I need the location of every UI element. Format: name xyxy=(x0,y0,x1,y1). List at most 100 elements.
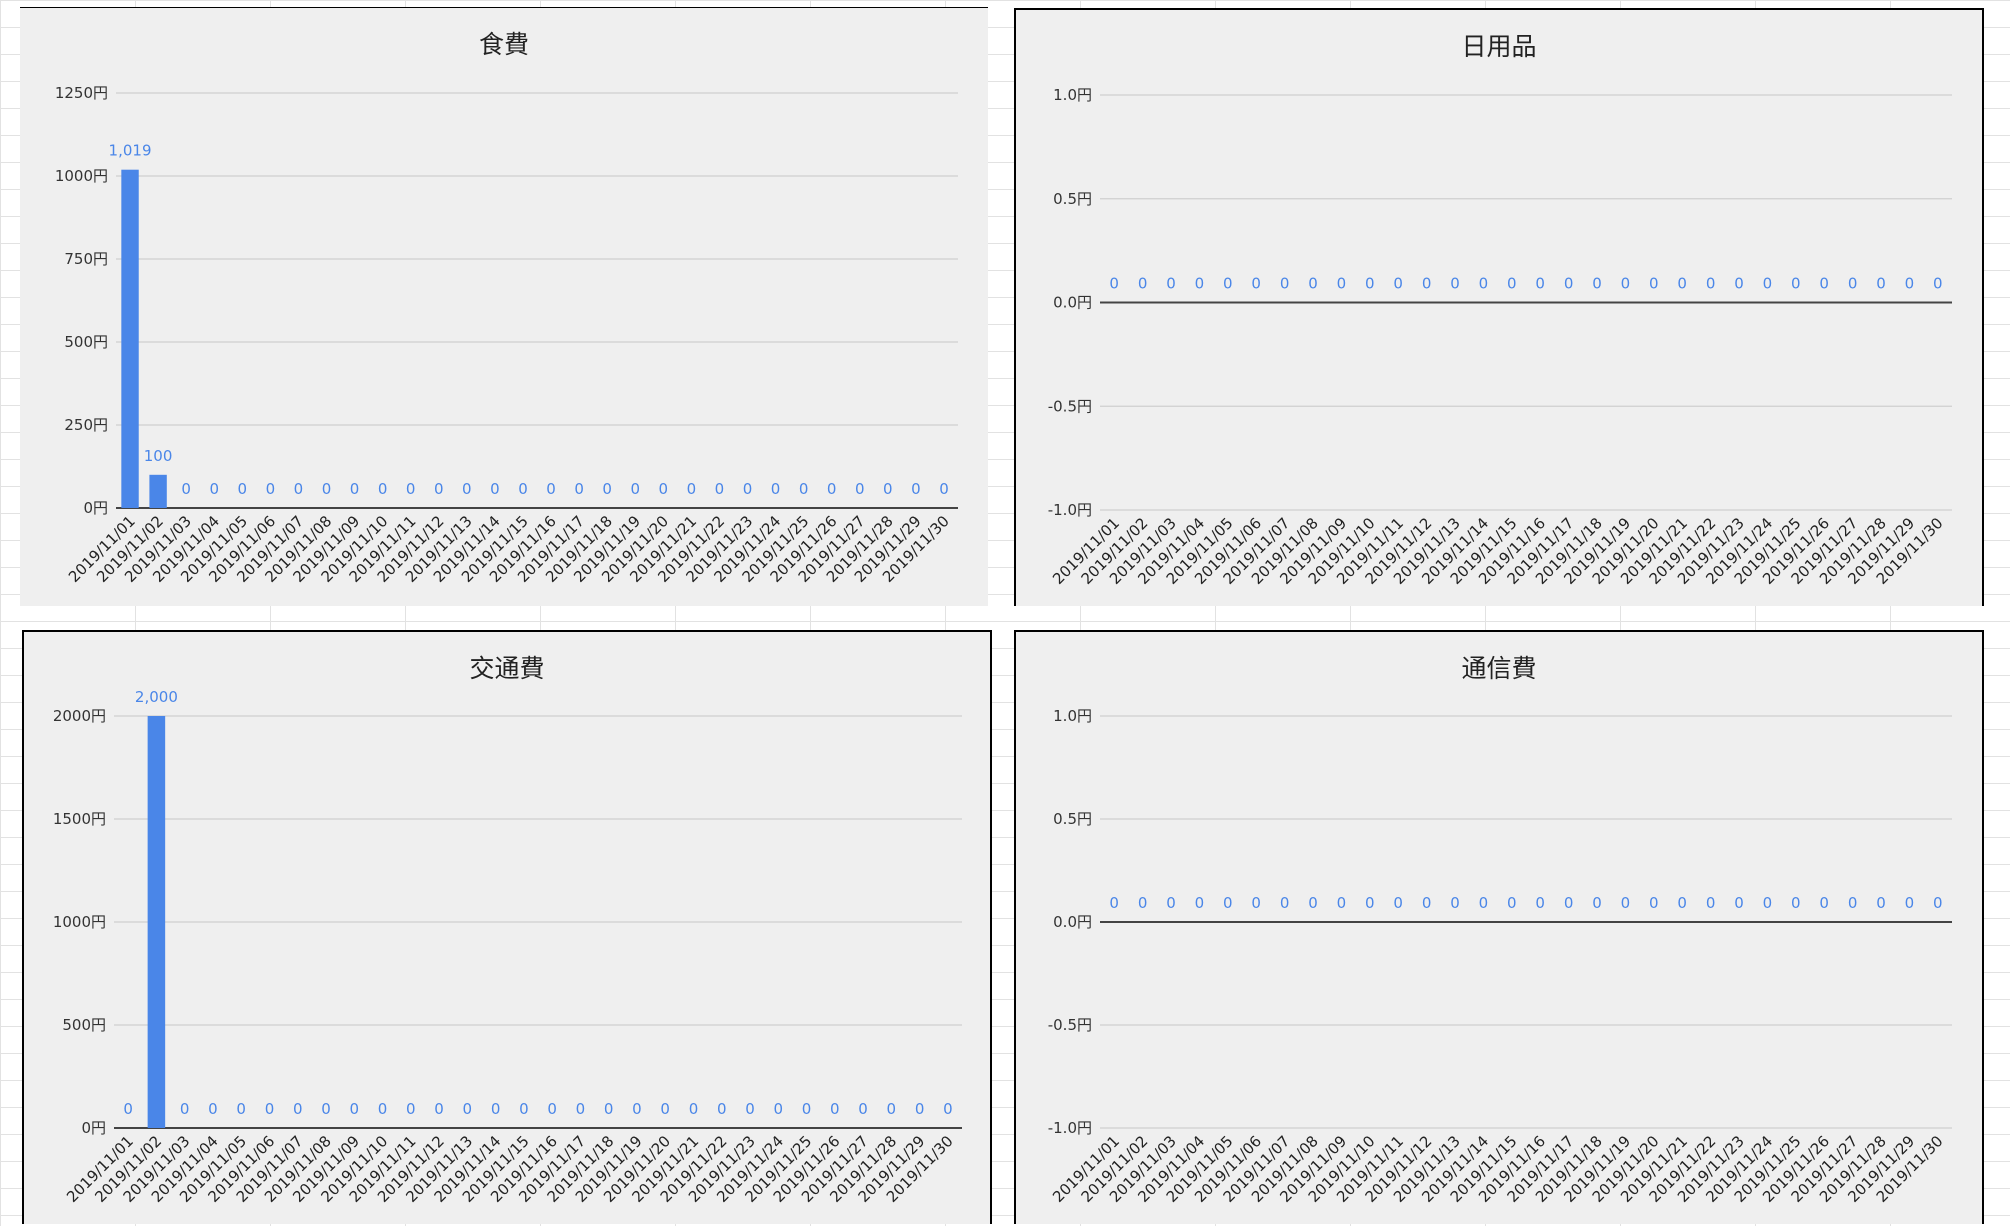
telecom-data-label: 0 xyxy=(1138,894,1148,912)
food-data-label: 0 xyxy=(827,480,837,498)
transport-data-label: 0 xyxy=(293,1100,303,1118)
daily-data-label: 0 xyxy=(1819,275,1829,293)
daily-data-label: 0 xyxy=(1677,275,1687,293)
telecom-data-label: 0 xyxy=(1848,894,1858,912)
transport-data-label: 0 xyxy=(547,1100,557,1118)
telecom-y-tick-label: 1.0円 xyxy=(1053,707,1092,725)
food-y-tick-label: 1000円 xyxy=(55,167,108,185)
food-y-tick-label: 750円 xyxy=(64,250,108,268)
transport-data-label: 0 xyxy=(349,1100,359,1118)
transport-data-label: 0 xyxy=(660,1100,670,1118)
telecom-data-label: 0 xyxy=(1166,894,1176,912)
food-data-label: 0 xyxy=(490,480,500,498)
food-data-label: 0 xyxy=(350,480,360,498)
food-data-label: 0 xyxy=(518,480,528,498)
food-data-label: 0 xyxy=(546,480,556,498)
transport-data-label: 2,000 xyxy=(135,688,178,706)
food-data-label: 0 xyxy=(630,480,640,498)
food-data-label: 100 xyxy=(144,447,173,465)
transport-data-label: 0 xyxy=(321,1100,331,1118)
transport-data-label: 0 xyxy=(943,1100,953,1118)
transport-y-tick-label: 1500円 xyxy=(53,810,106,828)
telecom-data-label: 0 xyxy=(1621,894,1631,912)
food-data-label: 0 xyxy=(602,480,612,498)
food-data-label: 0 xyxy=(181,480,191,498)
transport-data-label: 0 xyxy=(406,1100,416,1118)
telecom-data-label: 0 xyxy=(1933,894,1943,912)
transport-data-label: 0 xyxy=(689,1100,699,1118)
transport-chart: 交通費0円500円1000円1500円2000円02019/11/012,000… xyxy=(53,654,962,1206)
telecom-data-label: 0 xyxy=(1649,894,1659,912)
transport-data-label: 0 xyxy=(858,1100,868,1118)
food-y-tick-label: 500円 xyxy=(64,333,108,351)
daily-data-label: 0 xyxy=(1337,275,1347,293)
transport-bar xyxy=(147,716,166,1128)
food-data-label: 0 xyxy=(434,480,444,498)
daily-data-label: 0 xyxy=(1592,275,1602,293)
daily-data-label: 0 xyxy=(1393,275,1403,293)
daily-y-tick-label: 0.0円 xyxy=(1053,294,1092,312)
daily-y-tick-label: 1.0円 xyxy=(1053,86,1092,104)
telecom-y-tick-label: -0.5円 xyxy=(1048,1016,1092,1034)
food-chart-title: 食費 xyxy=(479,30,529,59)
telecom-data-label: 0 xyxy=(1223,894,1233,912)
telecom-data-label: 0 xyxy=(1535,894,1545,912)
transport-data-label: 0 xyxy=(236,1100,246,1118)
telecom-y-tick-label: 0.0円 xyxy=(1053,913,1092,931)
food-y-tick-label: 0円 xyxy=(83,499,108,517)
transport-data-label: 0 xyxy=(717,1100,727,1118)
telecom-data-label: 0 xyxy=(1876,894,1886,912)
daily-data-label: 0 xyxy=(1422,275,1432,293)
telecom-data-label: 0 xyxy=(1734,894,1744,912)
daily-data-label: 0 xyxy=(1564,275,1574,293)
daily-data-label: 0 xyxy=(1706,275,1716,293)
daily-data-label: 0 xyxy=(1621,275,1631,293)
transport-y-tick-label: 2000円 xyxy=(53,707,106,725)
telecom-data-label: 0 xyxy=(1195,894,1205,912)
telecom-data-label: 0 xyxy=(1763,894,1773,912)
transport-data-label: 0 xyxy=(915,1100,925,1118)
daily-data-label: 0 xyxy=(1251,275,1261,293)
daily-data-label: 0 xyxy=(1365,275,1375,293)
food-data-label: 0 xyxy=(715,480,725,498)
food-chart: 食費0円250円500円750円1000円1250円1,0192019/11/0… xyxy=(55,30,958,586)
daily-data-label: 0 xyxy=(1479,275,1489,293)
food-data-label: 0 xyxy=(939,480,949,498)
food-data-label: 0 xyxy=(378,480,388,498)
daily-data-label: 0 xyxy=(1649,275,1659,293)
telecom-data-label: 0 xyxy=(1791,894,1801,912)
daily-data-label: 0 xyxy=(1905,275,1915,293)
food-chart-panel[interactable]: 食費 0円 250円 500円 750円 1000円 1250円 1,019 2019/11/0… xyxy=(20,8,988,606)
telecom-data-label: 0 xyxy=(1251,894,1261,912)
telecom-data-label: 0 xyxy=(1507,894,1517,912)
telecom-data-label: 0 xyxy=(1905,894,1915,912)
telecom-data-label: 0 xyxy=(1819,894,1829,912)
telecom-data-label: 0 xyxy=(1280,894,1290,912)
food-data-label: 0 xyxy=(799,480,809,498)
transport-data-label: 0 xyxy=(576,1100,586,1118)
telecom-chart-panel[interactable]: 通信費 -1.0円 -0.5円 0.0円 0.5円 1.0円 0 2019/11/01 0 201… xyxy=(1014,630,1984,1224)
daily-y-tick-label: 0.5円 xyxy=(1053,190,1092,208)
daily-data-label: 0 xyxy=(1763,275,1773,293)
food-data-label: 0 xyxy=(855,480,865,498)
food-data-label: 0 xyxy=(294,480,304,498)
transport-data-label: 0 xyxy=(773,1100,783,1118)
transport-data-label: 0 xyxy=(830,1100,840,1118)
daily-data-label: 0 xyxy=(1109,275,1119,293)
daily-data-label: 0 xyxy=(1223,275,1233,293)
transport-y-tick-label: 0円 xyxy=(81,1119,106,1137)
food-y-tick-label: 1250円 xyxy=(55,84,108,102)
telecom-data-label: 0 xyxy=(1677,894,1687,912)
transport-data-label: 0 xyxy=(434,1100,444,1118)
daily-data-label: 0 xyxy=(1876,275,1886,293)
daily-goods-chart-panel[interactable]: 日用品 -1.0円 -0.5円 0.0円 0.5円 1.0円 0 2019/11/01 0 201… xyxy=(1014,8,1984,606)
food-data-label: 0 xyxy=(659,480,669,498)
transport-data-label: 0 xyxy=(463,1100,473,1118)
transport-data-label: 0 xyxy=(745,1100,755,1118)
daily-data-label: 0 xyxy=(1848,275,1858,293)
telecom-data-label: 0 xyxy=(1706,894,1716,912)
telecom-data-label: 0 xyxy=(1308,894,1318,912)
daily-data-label: 0 xyxy=(1308,275,1318,293)
transport-data-label: 0 xyxy=(491,1100,501,1118)
transport-chart-panel[interactable]: 交通費 0円 500円 1000円 1500円 2000円 0 2019/11/01 2,000… xyxy=(22,630,992,1224)
